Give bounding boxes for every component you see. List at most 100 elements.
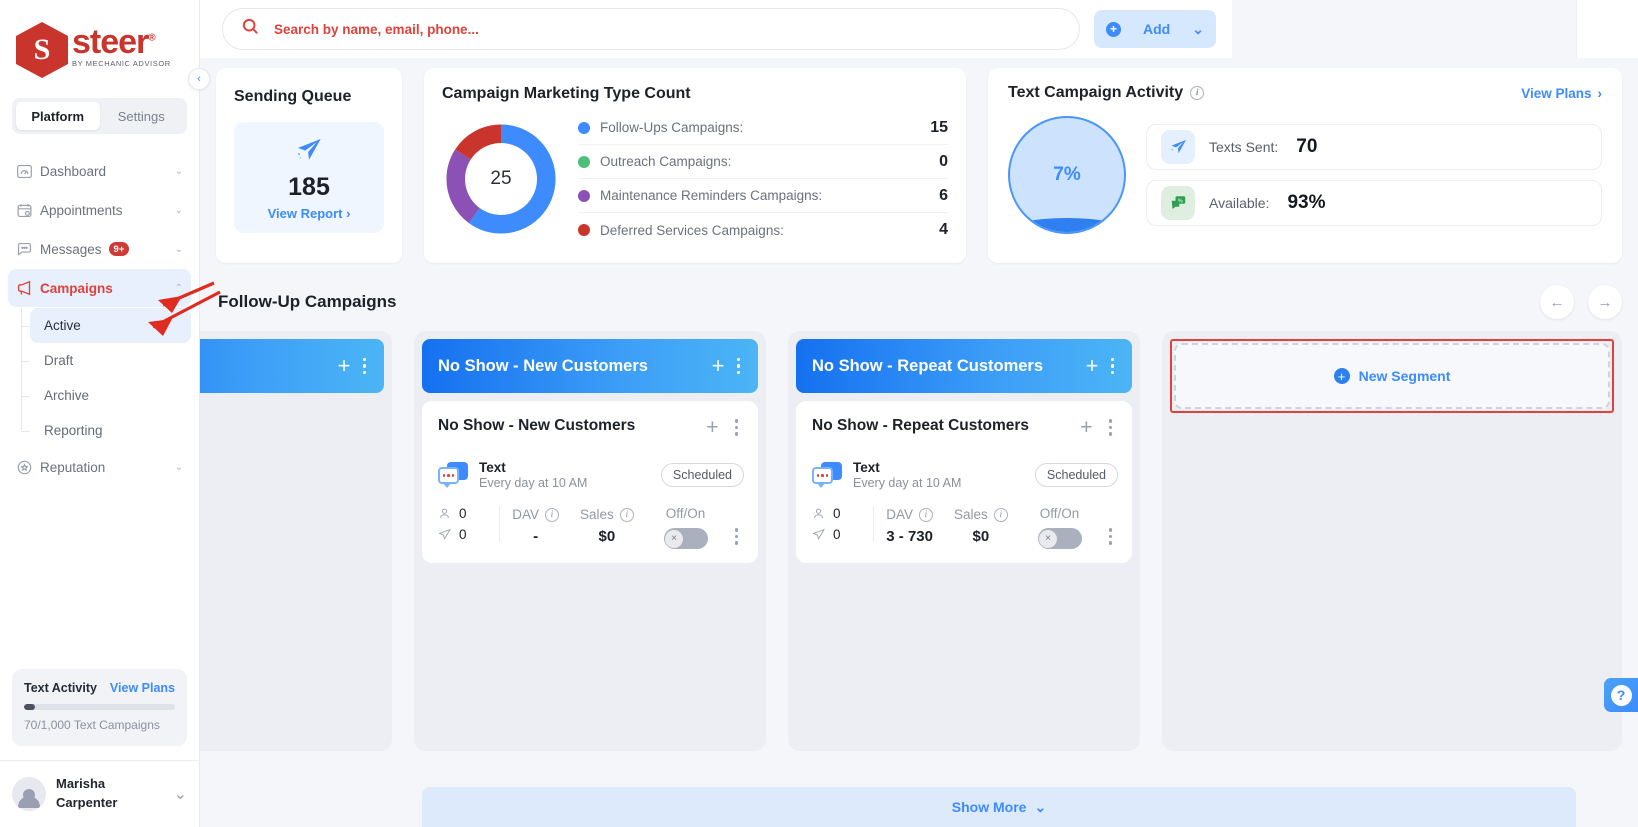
text-message-icon [438,462,468,488]
add-button[interactable]: + Add ⌄ [1094,10,1216,48]
topbar-right-rail [1576,0,1638,58]
segment-schedule: Every day at 10 AM [853,476,962,490]
campaign-marketing-title: Campaign Marketing Type Count [442,85,691,102]
stat-label-available: Available: [1209,195,1270,211]
metric-dav-value: 3 - 730 [886,528,933,545]
search-icon [241,17,260,41]
campaigns-subnav: Active Draft Archive Reporting [8,308,191,448]
metric-sends-value: 0 [833,527,841,542]
user-name: Marisha Carpenter [56,776,118,811]
sidebar-subitem-draft[interactable]: Draft [21,343,191,378]
campaign-header-no-show-new[interactable]: No Show - New Customers + [422,339,758,393]
sidebar-item-appointments[interactable]: Appointments ⌄ [8,191,191,229]
campaign-menu-icon[interactable] [357,357,373,375]
info-icon[interactable]: i [993,507,1008,522]
chevron-right-icon: › [1597,85,1603,101]
sending-queue-view-report-link[interactable]: View Report › [267,206,351,221]
sidebar-subitem-archive[interactable]: Archive [21,378,191,413]
add-segment-icon[interactable]: + [1085,353,1099,378]
calendar-icon [16,202,40,219]
paper-plane-icon [1161,130,1195,164]
new-segment-label: New Segment [1358,368,1451,384]
metric-sales-label: Sales [953,507,988,522]
campaign-header-title: No Show - Repeat Customers [812,356,1044,375]
sidebar: S steer® BY MECHANIC ADVISOR ‹ Platform … [0,0,210,827]
tab-settings[interactable]: Settings [117,108,165,124]
segment-on-off-toggle[interactable]: × [1037,528,1082,549]
sidebar-subitem-reporting[interactable]: Reporting [21,413,191,448]
brand-logo[interactable]: S steer® BY MECHANIC ADVISOR [0,0,199,94]
info-icon[interactable]: i [919,507,933,522]
gauge-fill [1010,218,1124,232]
sidebar-item-messages[interactable]: Messages 9+ ⌄ [8,230,191,268]
tab-platform[interactable]: Platform [16,102,100,130]
add-segment-icon[interactable]: + [337,353,351,378]
info-icon[interactable]: i [545,507,559,522]
text-campaign-view-plans-link[interactable]: View Plans › [1521,86,1602,101]
sidebar-item-dashboard[interactable]: Dashboard ⌄ [8,152,191,190]
text-campaign-activity-card: Text Campaign Activity i View Plans › 7% [988,68,1622,263]
metric-sales: Sales i $0 [945,506,1016,545]
campaign-column-partial: with + ns in this segment mpaign [200,331,392,751]
plus-icon: + [1333,368,1350,384]
legend-item: Follow-Ups Campaigns: 15 [578,111,948,145]
text-activity-title: Text Activity [24,681,97,696]
campaign-header-title-partial: with [200,357,332,376]
campaign-marketing-type-card: Campaign Marketing Type Count 25 [424,68,966,263]
sidebar-nav: Dashboard ⌄ Appointments ⌄ Messages 9+ ⌄ [0,152,199,487]
paper-plane-icon [294,136,324,169]
segment-menu-icon[interactable] [729,419,745,436]
sidebar-item-campaigns[interactable]: Campaigns ⌃ [8,269,191,307]
search-input[interactable]: Search by name, email, phone... [222,8,1080,50]
donut-center-label: 25 [465,143,537,215]
segment-on-off-toggle[interactable]: × [663,528,708,549]
campaign-header-no-show-repeat[interactable]: No Show - Repeat Customers + [796,339,1132,393]
info-icon[interactable]: i [619,507,634,522]
sidebar-item-reputation[interactable]: Reputation ⌄ [8,448,191,486]
carousel-next-button[interactable]: → [1588,285,1622,319]
dashboard-icon [16,163,40,180]
search-placeholder: Search by name, email, phone... [274,21,479,37]
sidebar-label-campaigns: Campaigns [40,280,113,296]
campaign-menu-icon[interactable] [731,357,747,375]
metric-dav-label: DAV [512,507,539,522]
campaign-header-partial[interactable]: with + [200,339,384,393]
sidebar-collapse-icon[interactable]: ‹ [188,68,210,90]
metric-sales: Sales i $0 [571,506,642,545]
text-activity-stats: Texts Sent: 70 % Available: 93% [1146,124,1602,226]
text-activity-progress-bar [24,704,175,711]
follow-up-section-header: Follow-Up Campaigns ← → [218,285,1622,319]
stat-value-available: 93% [1287,192,1326,213]
segment-add-icon[interactable]: + [1080,416,1093,439]
toggle-label: Off/On [1039,506,1080,521]
chevron-down-icon: ⌄ [1192,20,1204,37]
help-button[interactable]: ? [1604,678,1638,712]
info-icon[interactable]: i [1190,86,1205,100]
text-activity-progress-fill [24,704,35,711]
campaign-header-title: No Show - New Customers [438,356,648,375]
carousel-prev-button[interactable]: ← [1540,285,1574,319]
metric-people: 0 [438,506,499,521]
segment-row-menu-icon[interactable] [729,506,745,545]
sidebar-subitem-active[interactable]: Active [21,308,191,343]
person-icon [814,508,823,519]
segment-row-menu-icon[interactable] [1103,506,1119,545]
avatar [12,777,46,812]
show-more-button[interactable]: Show More ⌄ [422,787,1576,827]
svg-text:%: % [1178,198,1183,204]
stat-texts-sent: Texts Sent: 70 [1146,124,1602,170]
toggle-knob: × [665,529,683,548]
topbar: Search by name, email, phone... + Add ⌄ [200,0,1232,58]
segment-add-icon[interactable]: + [706,416,719,439]
segment-menu-icon[interactable] [1103,419,1119,436]
text-activity-view-plans-link[interactable]: View Plans [109,681,175,696]
user-menu[interactable]: Marisha Carpenter ⌄ [0,760,199,827]
campaign-menu-icon[interactable] [1105,357,1121,375]
megaphone-icon [16,279,40,297]
plus-icon: + [1106,21,1121,37]
legend-value-deferred: 4 [939,221,948,238]
add-segment-icon[interactable]: + [711,353,725,378]
new-segment-button[interactable]: + New Segment [1174,343,1610,409]
chevron-down-icon: ⌄ [174,461,183,473]
